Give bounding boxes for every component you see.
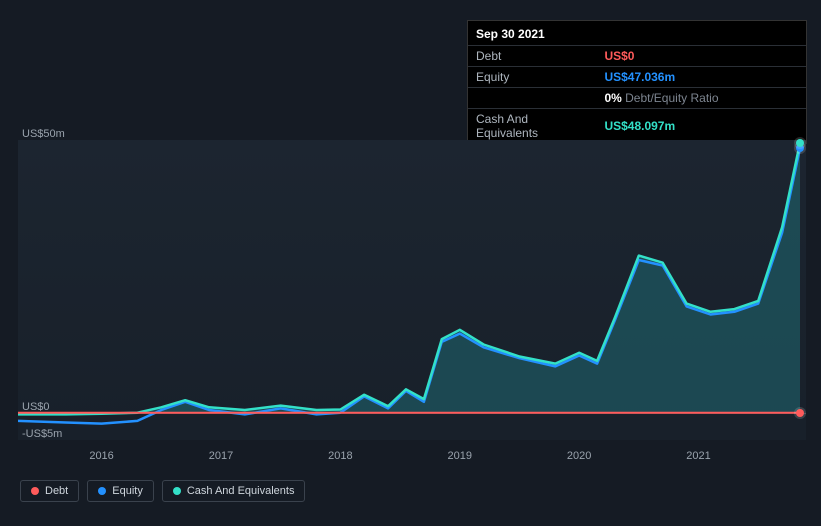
tooltip-row-value: 0% Debt/Equity Ratio (596, 88, 806, 109)
y-axis-label: US$0 (22, 401, 50, 413)
tooltip-row-value: US$48.097m (596, 109, 806, 144)
tooltip-row-label: Debt (468, 46, 596, 67)
debt-legend-dot (31, 487, 39, 495)
tooltip-row: 0% Debt/Equity Ratio (468, 88, 806, 109)
cash-area (18, 143, 800, 415)
legend-label: Cash And Equivalents (187, 485, 295, 497)
chart-svg (18, 140, 806, 440)
tooltip-row-label: Equity (468, 67, 596, 88)
tooltip-table: DebtUS$0EquityUS$47.036m0% Debt/Equity R… (468, 45, 806, 143)
tooltip-date: Sep 30 2021 (468, 21, 806, 45)
legend-item-cash[interactable]: Cash And Equivalents (162, 480, 306, 502)
legend-label: Debt (45, 485, 68, 497)
equity-legend-dot (98, 487, 106, 495)
tooltip-panel: Sep 30 2021 DebtUS$0EquityUS$47.036m0% D… (467, 20, 807, 144)
tooltip-row-label (468, 88, 596, 109)
y-axis-label: -US$5m (22, 428, 62, 440)
debt-endpoint-marker (796, 409, 804, 417)
x-axis-label: 2018 (328, 450, 352, 462)
cash-endpoint-marker (796, 139, 804, 147)
legend-item-equity[interactable]: Equity (87, 480, 154, 502)
chart-plot-area (18, 140, 806, 440)
x-axis-label: 2021 (686, 450, 710, 462)
tooltip-row-label: Cash And Equivalents (468, 109, 596, 144)
legend: Debt Equity Cash And Equivalents (20, 480, 305, 502)
x-axis-label: 2020 (567, 450, 591, 462)
legend-label: Equity (112, 485, 143, 497)
x-axis-label: 2019 (448, 450, 472, 462)
tooltip-row: DebtUS$0 (468, 46, 806, 67)
tooltip-row-value: US$0 (596, 46, 806, 67)
y-axis-label: US$50m (22, 128, 65, 140)
x-axis-label: 2016 (89, 450, 113, 462)
legend-item-debt[interactable]: Debt (20, 480, 79, 502)
tooltip-row-value: US$47.036m (596, 67, 806, 88)
cash-legend-dot (173, 487, 181, 495)
tooltip-row: Cash And EquivalentsUS$48.097m (468, 109, 806, 144)
x-axis-label: 2017 (209, 450, 233, 462)
tooltip-row: EquityUS$47.036m (468, 67, 806, 88)
